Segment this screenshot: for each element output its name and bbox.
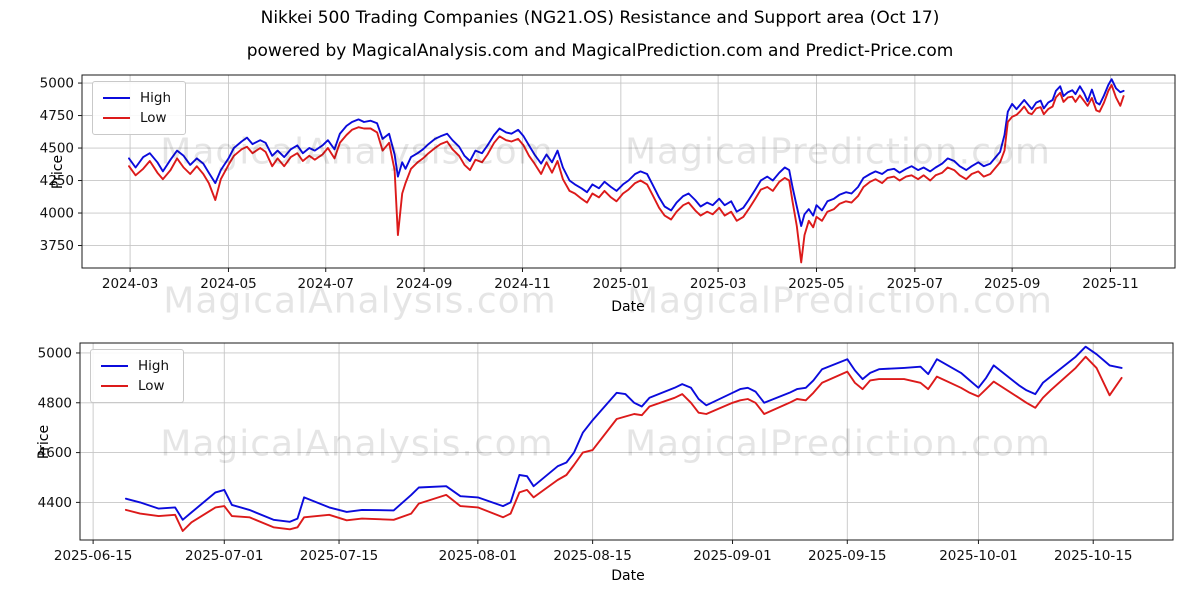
svg-text:2025-05: 2025-05 (788, 276, 844, 292)
high-line-swatch (103, 96, 130, 100)
svg-text:2025-10-15: 2025-10-15 (1054, 548, 1132, 564)
svg-text:2025-07: 2025-07 (887, 276, 943, 292)
svg-text:4800: 4800 (38, 395, 72, 411)
svg-text:5000: 5000 (40, 76, 74, 92)
y-axis-label-bottom: Price (36, 424, 52, 460)
legend-label-high: High (138, 358, 170, 374)
svg-text:2025-08-01: 2025-08-01 (439, 548, 517, 564)
svg-text:2025-03: 2025-03 (690, 276, 746, 292)
svg-text:2025-07-01: 2025-07-01 (185, 548, 263, 564)
legend-item-low: Low (103, 108, 171, 128)
svg-text:3750: 3750 (40, 238, 74, 254)
chart-subtitle: powered by MagicalAnalysis.com and Magic… (246, 41, 954, 61)
low-line-swatch (103, 116, 130, 120)
svg-text:2025-06-15: 2025-06-15 (54, 548, 132, 564)
svg-text:2024-11: 2024-11 (494, 276, 550, 292)
low-line-swatch (101, 384, 128, 388)
legend-label-high: High (140, 90, 172, 106)
y-axis-label-top: Price (50, 154, 66, 190)
svg-text:2024-03: 2024-03 (102, 276, 158, 292)
svg-text:4400: 4400 (38, 495, 72, 511)
svg-text:2025-09-15: 2025-09-15 (808, 548, 886, 564)
legend-item-low: Low (101, 376, 169, 396)
svg-text:4750: 4750 (40, 108, 74, 124)
legend-label-low: Low (140, 110, 167, 126)
svg-text:2025-10-01: 2025-10-01 (939, 548, 1017, 564)
svg-text:4000: 4000 (40, 206, 74, 222)
svg-text:4600: 4600 (38, 445, 72, 461)
svg-text:2025-11: 2025-11 (1082, 276, 1138, 292)
legend-item-high: High (101, 356, 169, 376)
svg-text:2024-05: 2024-05 (200, 276, 256, 292)
x-axis-label-top: Date (611, 299, 645, 315)
legend-label-low: Low (138, 378, 165, 394)
x-axis-label-bottom: Date (611, 568, 645, 584)
svg-text:4500: 4500 (40, 141, 74, 157)
svg-text:2024-07: 2024-07 (298, 276, 354, 292)
svg-text:2025-09-01: 2025-09-01 (693, 548, 771, 564)
svg-text:2025-07-15: 2025-07-15 (300, 548, 378, 564)
svg-text:2025-01: 2025-01 (593, 276, 649, 292)
svg-text:4250: 4250 (40, 173, 74, 189)
high-line-swatch (101, 364, 128, 368)
legend-top-chart: High Low (92, 81, 187, 135)
svg-text:5000: 5000 (38, 345, 72, 361)
chart-title: Nikkei 500 Trading Companies (NG21.OS) R… (260, 8, 940, 28)
legend-bottom-chart: High Low (90, 349, 185, 403)
svg-text:2025-08-15: 2025-08-15 (553, 548, 631, 564)
svg-text:2024-09: 2024-09 (396, 276, 452, 292)
legend-item-high: High (103, 88, 171, 108)
svg-text:2025-09: 2025-09 (984, 276, 1040, 292)
